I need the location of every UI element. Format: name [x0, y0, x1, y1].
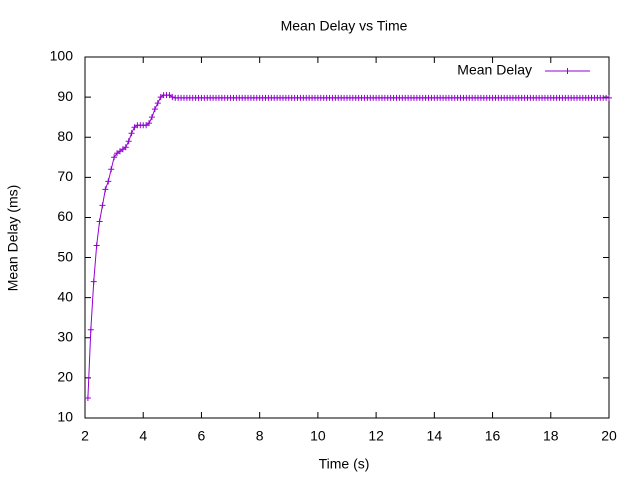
legend-label: Mean Delay	[457, 62, 532, 78]
chart-title: Mean Delay vs Time	[281, 18, 408, 34]
y-tick-label: 100	[50, 48, 74, 64]
data-point	[146, 120, 153, 127]
y-tick-label: 80	[57, 128, 73, 144]
x-tick-label: 20	[601, 428, 617, 444]
data-point	[111, 154, 118, 161]
data-point	[606, 94, 612, 101]
data-point	[108, 166, 115, 173]
plot-frame	[84, 56, 610, 419]
data-point	[84, 394, 91, 401]
data-point	[93, 242, 100, 249]
y-axis-label: Mean Delay (ms)	[5, 185, 21, 292]
y-tick-label: 60	[57, 208, 73, 224]
data-point	[148, 114, 155, 121]
data-point	[90, 278, 97, 285]
x-tick-label: 14	[427, 428, 443, 444]
x-tick-label: 10	[310, 428, 326, 444]
x-tick-label: 4	[139, 428, 147, 444]
data-point	[96, 218, 103, 225]
y-tick-label: 50	[57, 248, 73, 264]
x-axis-label: Time (s)	[319, 456, 370, 472]
x-tick-label: 18	[543, 428, 559, 444]
data-point	[154, 100, 161, 107]
x-tick-label: 2	[81, 428, 89, 444]
x-tick-label: 8	[256, 428, 264, 444]
data-point	[151, 106, 158, 113]
x-tick-label: 12	[368, 428, 384, 444]
y-tick-label: 10	[57, 409, 73, 425]
legend-swatch	[545, 68, 590, 74]
data-point	[122, 144, 129, 151]
y-tick-label: 90	[57, 88, 73, 104]
y-tick-label: 40	[57, 288, 73, 304]
data-point	[87, 326, 94, 333]
data-point	[102, 186, 109, 193]
x-tick-label: 16	[485, 428, 501, 444]
data-point	[128, 130, 135, 137]
data-point	[125, 138, 132, 145]
x-tick-label: 6	[198, 428, 206, 444]
y-tick-label: 70	[57, 168, 73, 184]
data-point	[99, 202, 106, 209]
data-point	[169, 94, 176, 101]
y-tick-label: 20	[57, 369, 73, 385]
data-point	[105, 178, 112, 185]
y-tick-label: 30	[57, 328, 73, 344]
